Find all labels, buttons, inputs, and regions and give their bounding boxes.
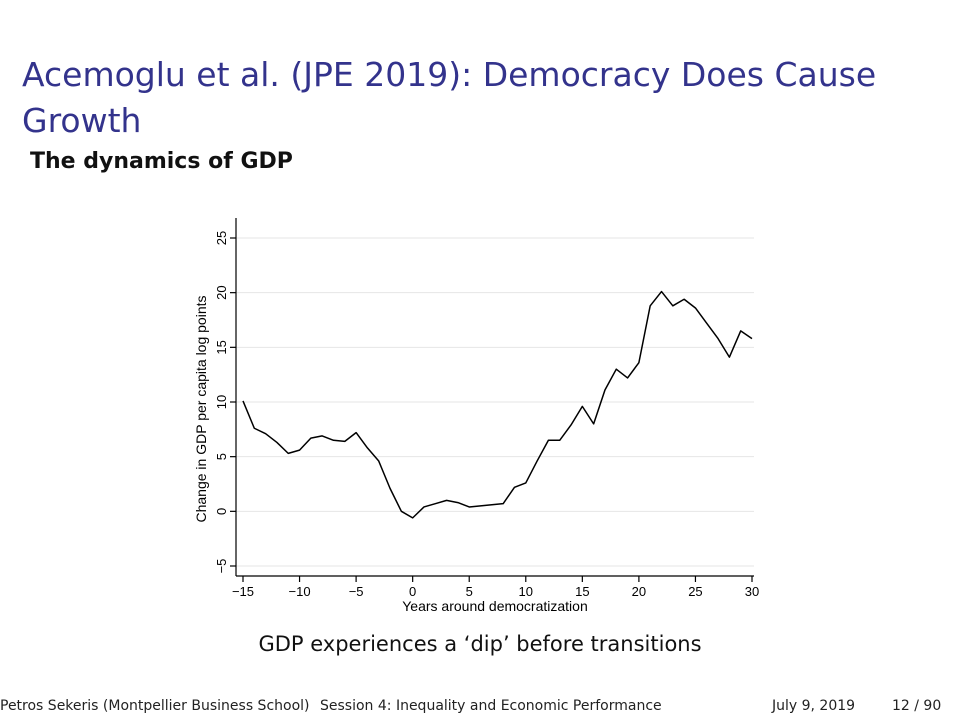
slide-subtitle: The dynamics of GDP <box>30 149 293 174</box>
y-tick-label: 5 <box>214 453 229 460</box>
x-tick-label: 30 <box>745 584 759 599</box>
slide-title: Acemoglu et al. (JPE 2019): Democracy Do… <box>22 55 877 140</box>
gdp-series-line <box>242 290 753 519</box>
y-tick-label: 25 <box>214 231 229 245</box>
x-tick-label: 10 <box>519 584 533 599</box>
y-tick-label: 0 <box>214 508 229 515</box>
y-axis-label: Change in GDP per capita log points <box>193 296 209 523</box>
y-tick-label: −5 <box>214 559 229 574</box>
x-axis-label: Years around democratization <box>402 598 588 614</box>
x-tick-label: −5 <box>349 584 364 599</box>
grid-lines <box>236 237 754 567</box>
footer-author: Petros Sekeris (Montpellier Business Sch… <box>0 698 310 714</box>
x-tick-label: −10 <box>289 584 311 599</box>
x-tick-label: 15 <box>575 584 589 599</box>
x-tick-label: 20 <box>632 584 646 599</box>
chart-svg: −5 0 5 10 15 20 25 −15 −10 −5 0 5 10 15 20 25 30 Years … <box>180 210 760 620</box>
x-tick-label: 0 <box>409 584 416 599</box>
y-ticks: −5 0 5 10 15 20 25 <box>214 231 236 574</box>
slide-footer: Petros Sekeris (Montpellier Business Sch… <box>0 698 960 720</box>
footer-page-number: 12 / 90 <box>892 698 942 714</box>
y-tick-label: 10 <box>214 395 229 409</box>
x-ticks: −15 −10 −5 0 5 10 15 20 25 30 <box>232 576 759 599</box>
x-tick-label: 5 <box>466 584 473 599</box>
slide-caption: GDP experiences a ‘dip’ before transitio… <box>258 632 702 656</box>
chart-background <box>180 210 760 620</box>
footer-date: July 9, 2019 <box>772 698 856 714</box>
y-tick-label: 20 <box>214 285 229 299</box>
gdp-dynamics-chart: −5 0 5 10 15 20 25 −15 −10 −5 0 5 10 15 20 25 30 Years … <box>180 210 760 620</box>
footer-session: Session 4: Inequality and Economic Perfo… <box>320 698 662 714</box>
y-tick-label: 15 <box>214 340 229 354</box>
x-tick-label: 25 <box>688 584 702 599</box>
x-tick-label: −15 <box>232 584 254 599</box>
